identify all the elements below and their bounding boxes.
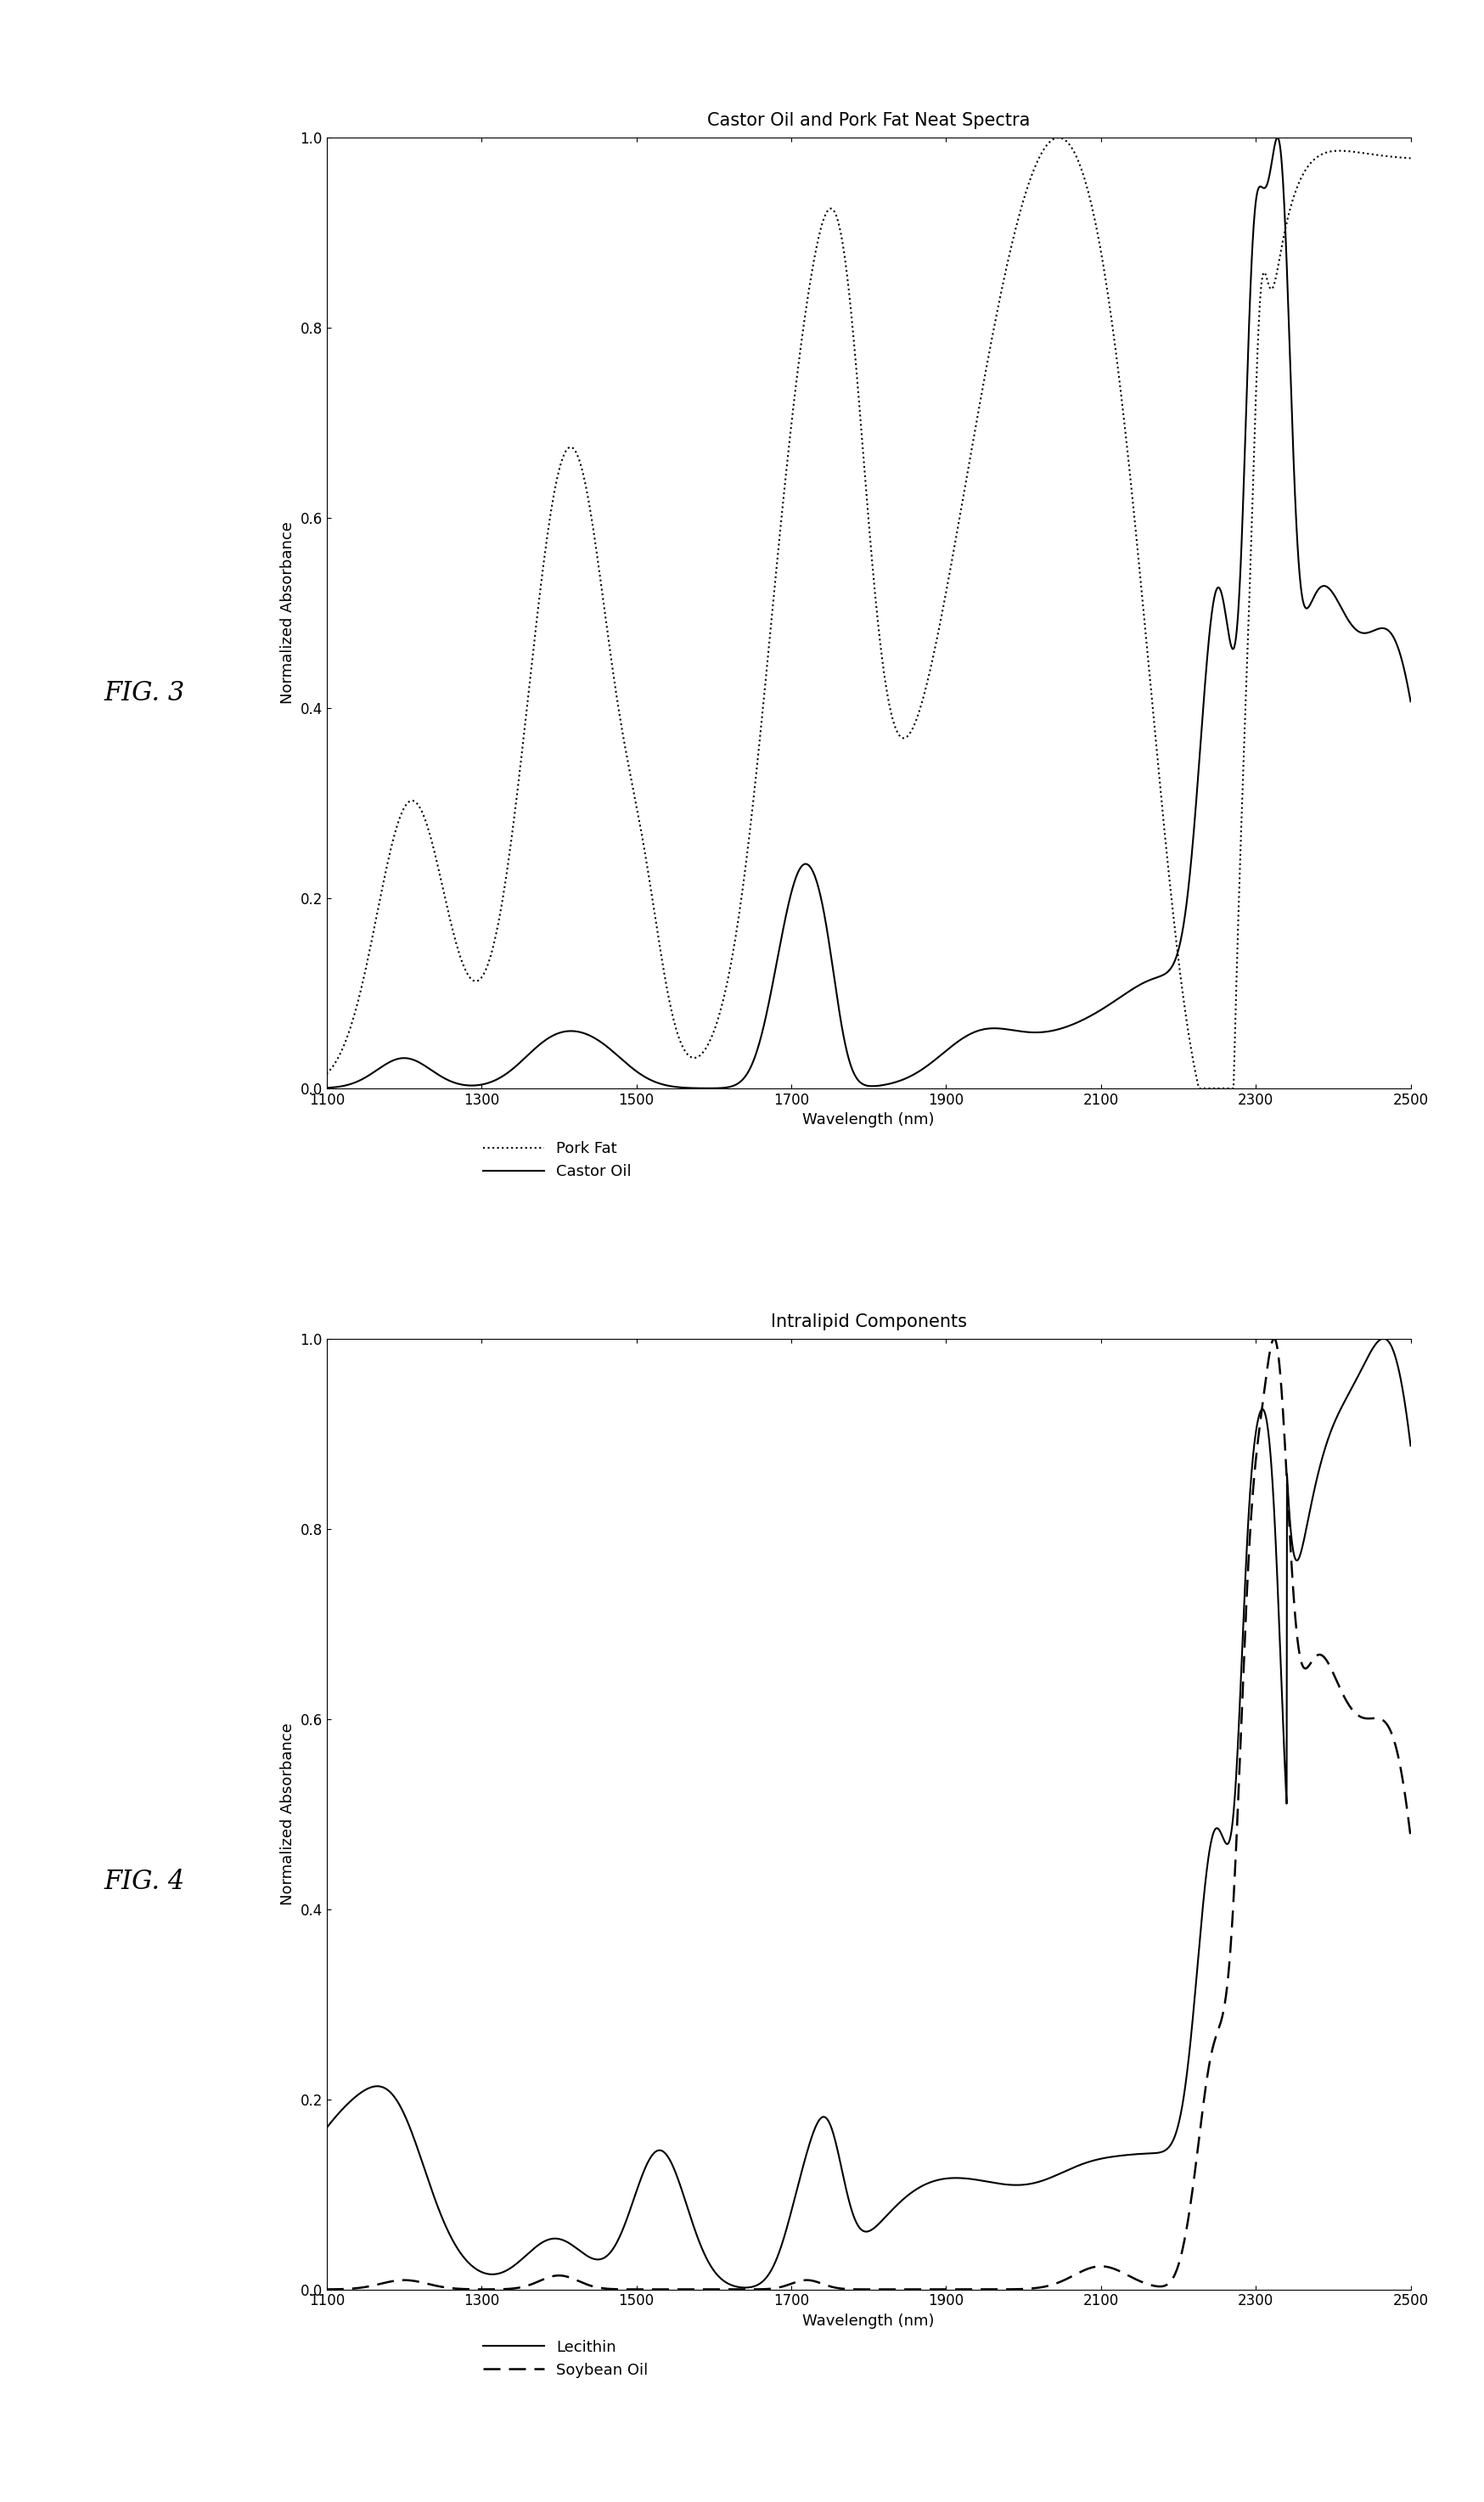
Soybean Oil (733, 2274, 751, 2304)
Castor Oil (1263, 140, 1281, 170)
Lecithin (736, 2272, 754, 2302)
Lecithin (781, 2202, 798, 2232)
Lecithin (1263, 1474, 1281, 1504)
Lecithin (1401, 1431, 1419, 1461)
Castor Oil (441, 1066, 459, 1096)
Lecithin (318, 2112, 335, 2142)
Pork Fat (1264, 273, 1282, 303)
Castor Oil (781, 883, 798, 913)
Soybean Oil (318, 2274, 335, 2304)
Soybean Oil (441, 2272, 459, 2302)
Pork Fat (1401, 143, 1419, 173)
Pork Fat (733, 876, 751, 906)
Title: Intralipid Components: Intralipid Components (770, 1314, 966, 1331)
Soybean Oil (1264, 1324, 1282, 1354)
X-axis label: Wavelength (nm): Wavelength (nm) (803, 2314, 933, 2329)
Y-axis label: Normalized Absorbance: Normalized Absorbance (280, 523, 295, 703)
Castor Oil (1401, 686, 1419, 716)
Pork Fat (781, 428, 798, 458)
Pork Fat (1049, 123, 1067, 153)
Lecithin (733, 2272, 751, 2302)
Title: Castor Oil and Pork Fat Neat Spectra: Castor Oil and Pork Fat Neat Spectra (706, 113, 1030, 130)
Lecithin (1380, 1329, 1398, 1359)
Pork Fat (506, 798, 524, 828)
Soybean Oil (1263, 1324, 1281, 1354)
Line: Lecithin: Lecithin (326, 1339, 1410, 2287)
Lecithin (506, 2249, 524, 2279)
Soybean Oil (1380, 1714, 1398, 1744)
Legend: Lecithin, Soybean Oil: Lecithin, Soybean Oil (482, 2339, 649, 2377)
X-axis label: Wavelength (nm): Wavelength (nm) (803, 1113, 933, 1128)
Castor Oil (318, 1073, 335, 1103)
Pork Fat (1190, 1073, 1208, 1103)
Soybean Oil (506, 2274, 524, 2304)
Lecithin (1374, 1324, 1392, 1354)
Legend: Pork Fat, Castor Oil: Pork Fat, Castor Oil (482, 1141, 631, 1178)
Castor Oil (1380, 618, 1398, 648)
Y-axis label: Normalized Absorbance: Normalized Absorbance (280, 1724, 295, 1904)
Castor Oil (733, 1063, 751, 1093)
Soybean Oil (687, 2274, 705, 2304)
Pork Fat (1380, 143, 1398, 173)
Castor Oil (506, 1053, 524, 1083)
Text: FIG. 3: FIG. 3 (104, 681, 184, 706)
Castor Oil (699, 1073, 717, 1103)
Castor Oil (1267, 123, 1285, 153)
Line: Pork Fat: Pork Fat (326, 138, 1410, 1088)
Pork Fat (318, 1058, 335, 1088)
Line: Castor Oil: Castor Oil (326, 138, 1410, 1088)
Text: FIG. 4: FIG. 4 (104, 1869, 184, 1894)
Line: Soybean Oil: Soybean Oil (326, 1339, 1410, 2289)
Pork Fat (441, 906, 459, 936)
Soybean Oil (781, 2269, 798, 2299)
Lecithin (441, 2222, 459, 2252)
Soybean Oil (1401, 1821, 1419, 1851)
